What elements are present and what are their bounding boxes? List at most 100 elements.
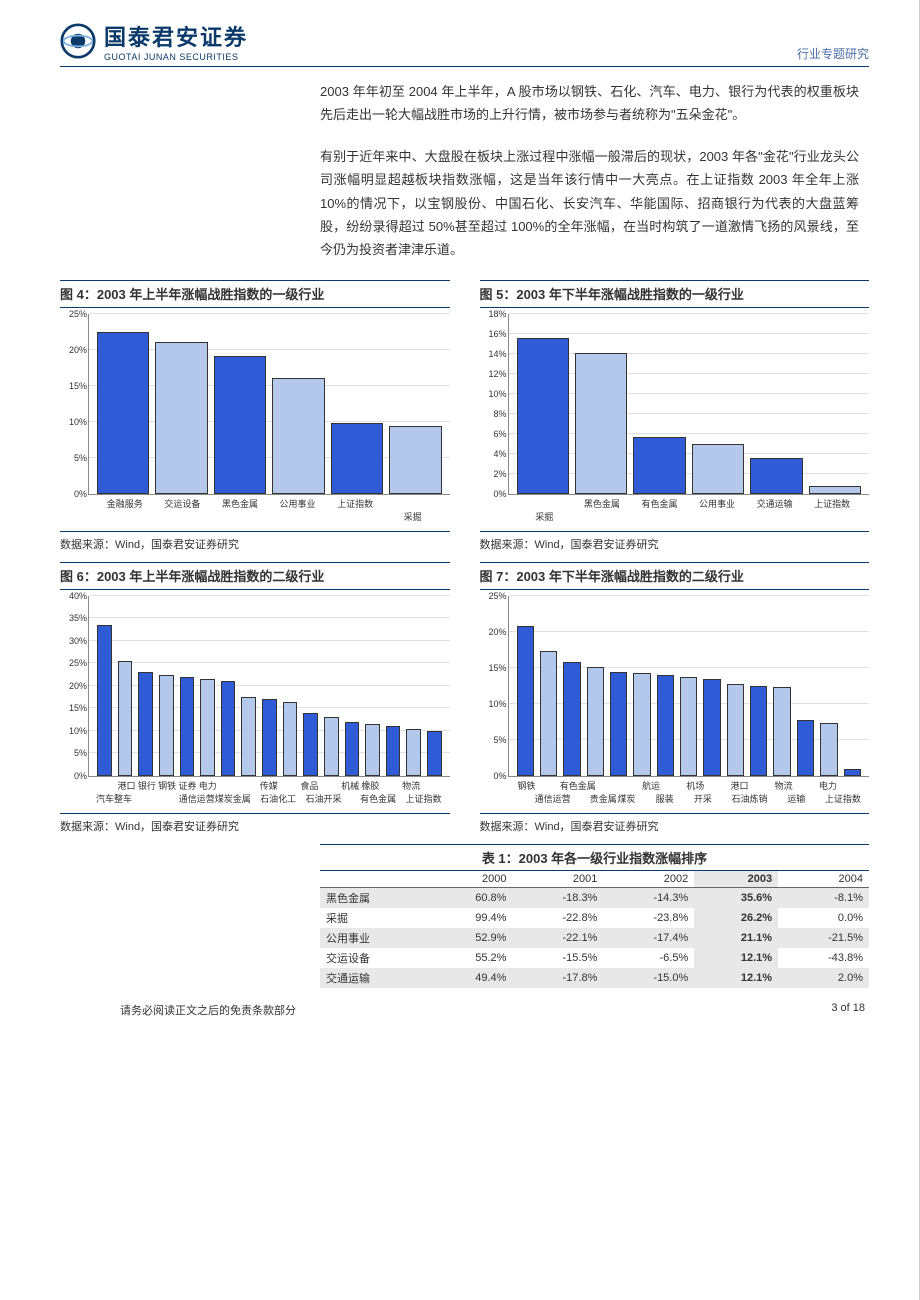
- table-cell: -15.5%: [512, 948, 603, 968]
- bar: [703, 679, 720, 776]
- chart-4-area: 0%5%10%15%20%25%: [88, 314, 450, 495]
- table-cell: 55.2%: [429, 948, 513, 968]
- table-header-cell: 2003: [694, 871, 778, 888]
- bar: [303, 713, 318, 776]
- table-header-cell: 2000: [429, 871, 513, 888]
- chart-5-source: 数据来源：Wind，国泰君安证券研究: [480, 531, 870, 552]
- chart-4-title: 图 4：2003 年上半年涨幅战胜指数的一级行业: [60, 284, 450, 308]
- bar: [283, 702, 298, 776]
- table-cell: 交通运输: [320, 968, 429, 988]
- table-header-cell: [320, 871, 429, 888]
- table-cell: 26.2%: [694, 908, 778, 928]
- chart-6-title: 图 6：2003 年上半年涨幅战胜指数的二级行业: [60, 566, 450, 590]
- bar: [797, 720, 814, 776]
- bar: [587, 667, 604, 776]
- bar: [324, 717, 339, 775]
- logo-icon: [60, 23, 96, 59]
- table-cell: 21.1%: [694, 928, 778, 948]
- page: 国泰君安证券 GUOTAI JUNAN SECURITIES 行业专题研究 20…: [0, 0, 920, 1300]
- page-footer: 请务必阅读正文之后的免责条款部分 3 of 18: [60, 1002, 869, 1018]
- chart-7-xlabels: 钢铁有色金属航运机场港口物流电力通信运营贵金属煤炭服装开采石油炼销运输上证指数: [508, 779, 870, 809]
- bar: [517, 338, 569, 494]
- table-cell: 黑色金属: [320, 887, 429, 908]
- logo-text-cn: 国泰君安证券: [104, 20, 248, 52]
- table-cell: -15.0%: [603, 968, 694, 988]
- bar: [633, 673, 650, 776]
- table-cell: -17.4%: [603, 928, 694, 948]
- table-cell: -6.5%: [603, 948, 694, 968]
- chart-5-xlabels: 黑色金属有色金属公用事业交通运输上证指数采掘: [508, 497, 870, 527]
- bar: [331, 423, 383, 494]
- header-category: 行业专题研究: [797, 45, 869, 62]
- table-cell: -22.8%: [512, 908, 603, 928]
- chart-6: 图 6：2003 年上半年涨幅战胜指数的二级行业 0%5%10%15%20%25…: [60, 562, 450, 834]
- table-row: 黑色金属60.8%-18.3%-14.3%35.6%-8.1%: [320, 887, 869, 908]
- table-cell: 60.8%: [429, 887, 513, 908]
- bar: [200, 679, 215, 776]
- bar: [692, 444, 744, 494]
- table-cell: -23.8%: [603, 908, 694, 928]
- table-cell: -22.1%: [512, 928, 603, 948]
- table-cell: 交运设备: [320, 948, 429, 968]
- bar: [272, 378, 324, 494]
- chart-6-xlabels: 港口银行钢铁证券电力传媒食品机械橡胶物流汽车整车通信运营煤炭金属石油化工石油开采…: [88, 779, 450, 809]
- table-cell: 2.0%: [778, 968, 869, 988]
- table-row: 交通运输49.4%-17.8%-15.0%12.1%2.0%: [320, 968, 869, 988]
- table-header-row: 20002001200220032004: [320, 871, 869, 888]
- table-header-cell: 2004: [778, 871, 869, 888]
- bar: [820, 723, 837, 775]
- table-cell: 12.1%: [694, 948, 778, 968]
- bar: [750, 458, 802, 494]
- bar: [563, 662, 580, 776]
- table-header-cell: 2002: [603, 871, 694, 888]
- bar: [750, 686, 767, 776]
- bar: [221, 681, 236, 775]
- table-header-cell: 2001: [512, 871, 603, 888]
- page-header: 国泰君安证券 GUOTAI JUNAN SECURITIES 行业专题研究: [60, 20, 869, 67]
- table-cell: -8.1%: [778, 887, 869, 908]
- charts-row-2: 图 6：2003 年上半年涨幅战胜指数的二级行业 0%5%10%15%20%25…: [60, 562, 869, 834]
- bar: [386, 726, 401, 775]
- bar: [180, 677, 195, 776]
- bar: [680, 677, 697, 776]
- bar: [575, 353, 627, 494]
- chart-7-title: 图 7：2003 年下半年涨幅战胜指数的二级行业: [480, 566, 870, 590]
- bar: [844, 769, 861, 775]
- table-cell: 52.9%: [429, 928, 513, 948]
- chart-7-area: 0%5%10%15%20%25%: [508, 596, 870, 777]
- chart-7: 图 7：2003 年下半年涨幅战胜指数的二级行业 0%5%10%15%20%25…: [480, 562, 870, 834]
- chart-5-title: 图 5：2003 年下半年涨幅战胜指数的一级行业: [480, 284, 870, 308]
- chart-7-source: 数据来源：Wind，国泰君安证券研究: [480, 813, 870, 834]
- chart-5: 图 5：2003 年下半年涨幅战胜指数的一级行业 0%2%4%6%8%10%12…: [480, 280, 870, 552]
- bar: [262, 699, 277, 775]
- table-1-title: 表 1：2003 年各一级行业指数涨幅排序: [320, 844, 869, 871]
- table-cell: -21.5%: [778, 928, 869, 948]
- bar: [727, 684, 744, 776]
- table-cell: -43.8%: [778, 948, 869, 968]
- chart-6-area: 0%5%10%15%20%25%30%35%40%: [88, 596, 450, 777]
- bar: [517, 626, 534, 776]
- chart-4-xlabels: 金融服务交运设备黑色金属公用事业上证指数采掘: [88, 497, 450, 527]
- table-row: 交运设备55.2%-15.5%-6.5%12.1%-43.8%: [320, 948, 869, 968]
- table-1: 20002001200220032004 黑色金属60.8%-18.3%-14.…: [320, 871, 869, 988]
- table-row: 公用事业52.9%-22.1%-17.4%21.1%-21.5%: [320, 928, 869, 948]
- table-cell: -17.8%: [512, 968, 603, 988]
- chart-4: 图 4：2003 年上半年涨幅战胜指数的一级行业 0%5%10%15%20%25…: [60, 280, 450, 552]
- bar: [97, 332, 149, 494]
- table-cell: 99.4%: [429, 908, 513, 928]
- logo: 国泰君安证券 GUOTAI JUNAN SECURITIES: [60, 20, 248, 62]
- bar: [214, 356, 266, 494]
- table-cell: 49.4%: [429, 968, 513, 988]
- bar: [773, 687, 790, 775]
- bar: [389, 426, 441, 494]
- chart-4-source: 数据来源：Wind，国泰君安证券研究: [60, 531, 450, 552]
- table-cell: 公用事业: [320, 928, 429, 948]
- footer-disclaimer: 请务必阅读正文之后的免责条款部分: [120, 1002, 296, 1018]
- table-cell: 采掘: [320, 908, 429, 928]
- bar: [159, 675, 174, 776]
- bar: [427, 731, 442, 776]
- table-cell: 0.0%: [778, 908, 869, 928]
- bar: [610, 672, 627, 776]
- table-cell: -18.3%: [512, 887, 603, 908]
- bar: [155, 342, 207, 494]
